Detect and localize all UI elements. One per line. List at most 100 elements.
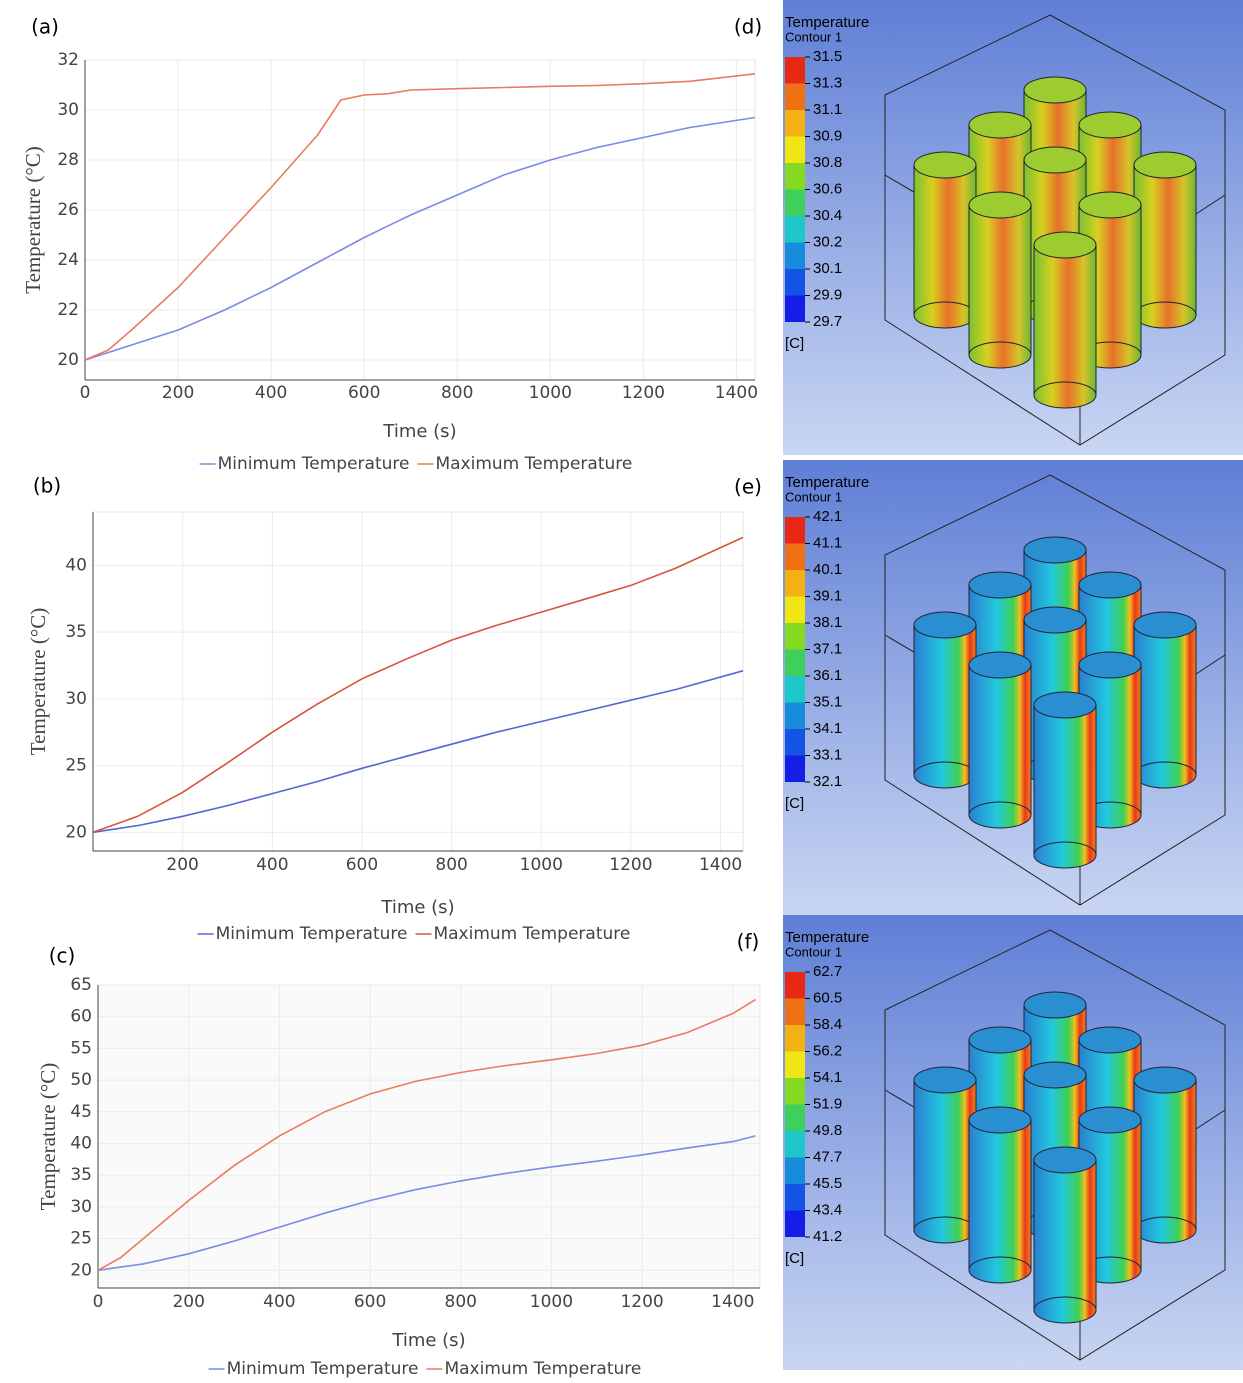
x-axis-title: Time (s) (380, 897, 454, 918)
contour-unit: [C] (785, 1250, 804, 1267)
x-tick-label: 200 (172, 1292, 204, 1312)
level-label: 30.8 (813, 154, 842, 171)
cell-top (1024, 1062, 1086, 1088)
level-label: 30.2 (813, 233, 842, 250)
x-tick-label: 600 (348, 383, 380, 403)
x-tick-label: 600 (346, 855, 378, 875)
cell-base (1034, 382, 1096, 408)
y-tick-label: 30 (57, 100, 79, 120)
legend-label: Maximum Temperature (435, 454, 632, 474)
y-axis-title: Temperature (°C) (26, 608, 50, 755)
x-tick-label: 1200 (609, 855, 652, 875)
color-band (785, 597, 805, 624)
level-label: 36.1 (813, 667, 842, 684)
cell-top (1079, 1107, 1141, 1133)
cell-top (1034, 232, 1096, 258)
cell-top (1024, 992, 1086, 1018)
color-band (785, 296, 805, 323)
y-tick-label: 40 (70, 1133, 92, 1153)
y-tick-label: 24 (57, 250, 79, 270)
level-label: 42.1 (813, 508, 842, 525)
level-label: 41.2 (813, 1228, 842, 1245)
x-tick-label: 800 (441, 383, 473, 403)
color-band (785, 1052, 805, 1079)
legend: Minimum Temperature Maximum Temperature (209, 1359, 642, 1379)
x-tick-label: 1400 (711, 1292, 754, 1312)
x-tick-label: 800 (435, 855, 467, 875)
panel-label: (d) (734, 15, 762, 39)
color-band (785, 1211, 805, 1238)
cell (1034, 1160, 1096, 1310)
x-tick-label: 1400 (715, 383, 758, 403)
cell-top (1079, 1027, 1141, 1053)
contour-title: Temperature (785, 929, 869, 946)
level-label: 60.5 (813, 989, 842, 1006)
legend: Minimum Temperature Maximum Temperature (200, 454, 633, 474)
y-tick-label: 30 (70, 1197, 92, 1217)
y-tick-label: 35 (65, 622, 87, 642)
color-band (785, 623, 805, 650)
cell-base (1034, 1297, 1096, 1323)
level-label: 54.1 (813, 1069, 842, 1086)
level-label: 37.1 (813, 640, 842, 657)
level-label: 45.5 (813, 1175, 842, 1192)
y-tick-label: 22 (57, 300, 79, 320)
y-tick-label: 26 (57, 200, 79, 220)
cell (969, 665, 1031, 815)
color-band (785, 972, 805, 999)
level-label: 56.2 (813, 1042, 842, 1059)
x-tick-label: 400 (263, 1292, 295, 1312)
cell-top (1079, 192, 1141, 218)
cell-top (969, 1027, 1031, 1053)
color-band (785, 110, 805, 137)
level-label: 49.8 (813, 1122, 842, 1139)
cell-base (914, 302, 976, 328)
x-tick-label: 1200 (620, 1292, 663, 1312)
level-label: 30.4 (813, 207, 842, 224)
panel-label: (c) (49, 944, 76, 968)
y-tick-label: 30 (65, 689, 87, 709)
legend-label: Maximum Temperature (433, 924, 630, 944)
cell-top (1134, 152, 1196, 178)
x-tick-label: 1000 (530, 1292, 573, 1312)
y-tick-label: 25 (70, 1229, 92, 1249)
cell (1034, 705, 1096, 855)
legend-label: Minimum Temperature (218, 454, 410, 474)
y-tick-label: 28 (57, 150, 79, 170)
color-band (785, 1158, 805, 1185)
legend: Minimum Temperature Maximum Temperature (198, 924, 631, 944)
figure: 020040060080010001200140020222426283032T… (0, 0, 1243, 1383)
color-band (785, 756, 805, 783)
level-label: 35.1 (813, 693, 842, 710)
panel-label: (f) (737, 930, 760, 954)
cell-base (1134, 302, 1196, 328)
y-tick-label: 20 (65, 822, 87, 842)
level-label: 30.6 (813, 180, 842, 197)
level-label: 30.9 (813, 127, 842, 144)
color-band (785, 216, 805, 243)
y-tick-label: 20 (57, 350, 79, 370)
legend-label: Minimum Temperature (227, 1359, 419, 1379)
x-tick-label: 1000 (529, 383, 572, 403)
cell-top (969, 572, 1031, 598)
cell-top (1024, 77, 1086, 103)
contour-unit: [C] (785, 335, 804, 352)
level-label: 41.1 (813, 534, 842, 551)
legend-label: Maximum Temperature (444, 1359, 641, 1379)
level-label: 43.4 (813, 1201, 842, 1218)
cell-top (1024, 607, 1086, 633)
cell (969, 1120, 1031, 1270)
color-band (785, 1078, 805, 1105)
cell (1134, 165, 1196, 315)
color-band (785, 190, 805, 217)
x-axis-title: Time (s) (382, 421, 456, 442)
color-band (785, 1025, 805, 1052)
cell-top (1024, 537, 1086, 563)
color-band (785, 137, 805, 164)
contour-subtitle: Contour 1 (785, 944, 842, 959)
cell (1134, 625, 1196, 775)
y-axis-title: Temperature (°C) (36, 1063, 60, 1210)
legend-label: Minimum Temperature (216, 924, 408, 944)
y-tick-label: 25 (65, 756, 87, 776)
contour-subtitle: Contour 1 (785, 489, 842, 504)
